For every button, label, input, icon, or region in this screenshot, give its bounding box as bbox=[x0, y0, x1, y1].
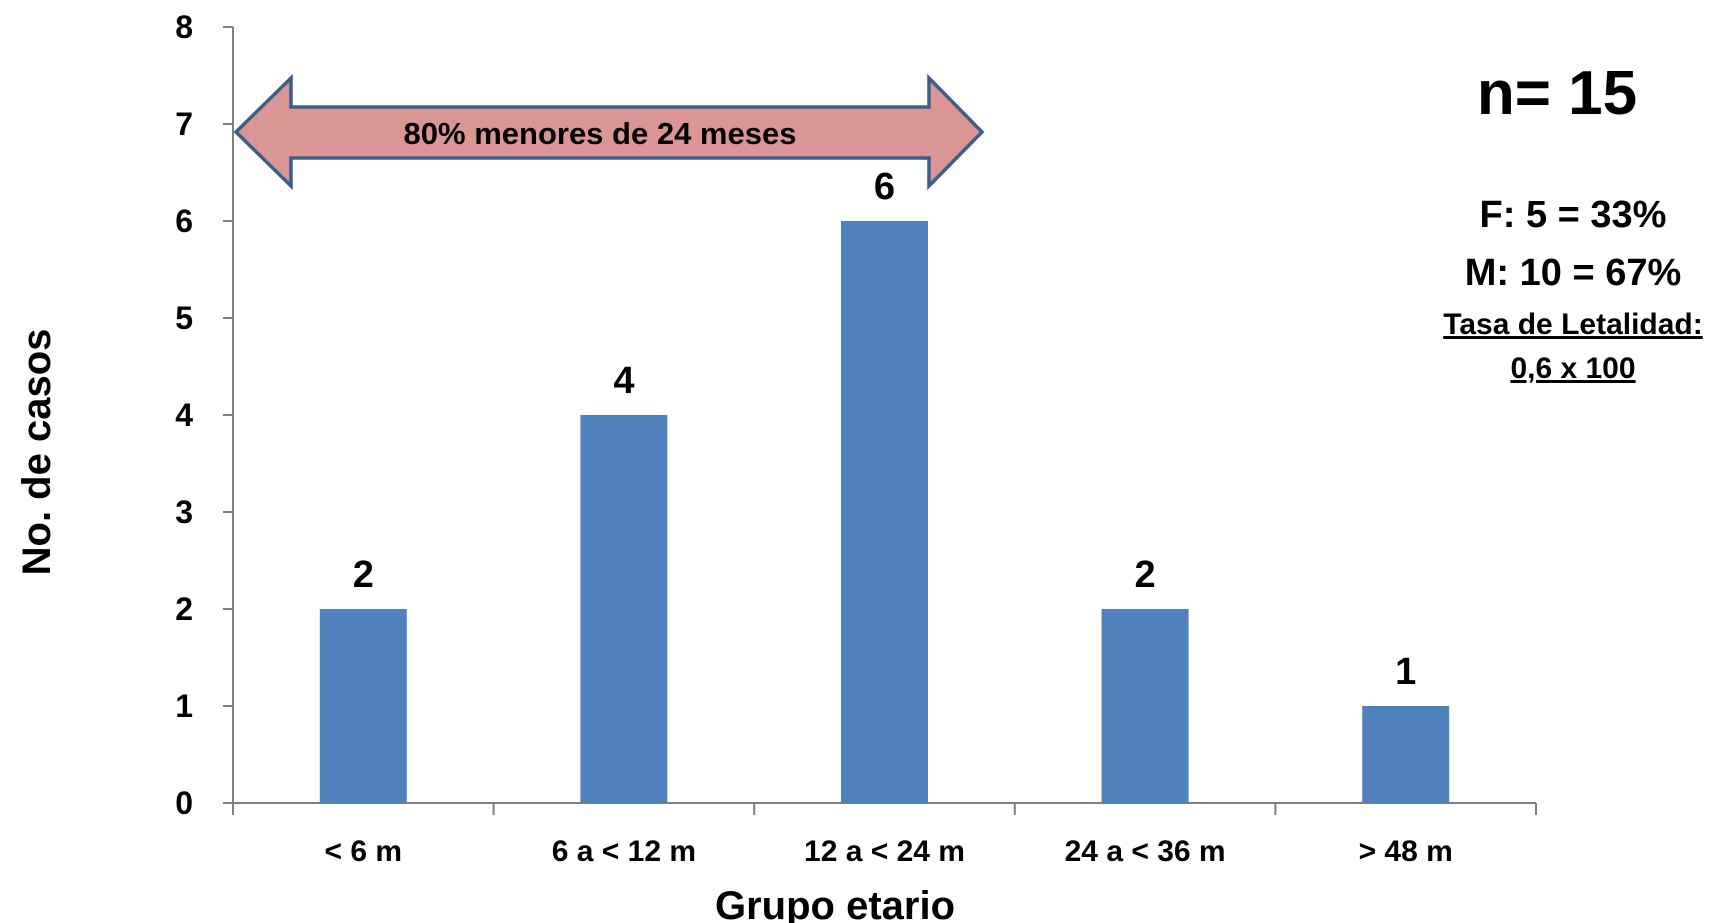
bar bbox=[1362, 706, 1450, 803]
x-ticks: < 6 m 6 a < 12 m 12 a < 24 m 24 a < 36 m > 4… bbox=[232, 803, 1537, 868]
male-stat: M: 10 = 67% bbox=[1465, 252, 1682, 294]
y-ticks: 0 1 2 3 4 5 6 7 8 bbox=[175, 9, 233, 821]
y-tick-label: 5 bbox=[175, 300, 193, 336]
data-labels: 2 4 6 2 1 bbox=[353, 166, 1417, 693]
y-tick-label: 2 bbox=[175, 591, 193, 627]
double-arrow-shape bbox=[233, 73, 985, 191]
data-label: 2 bbox=[1135, 554, 1156, 596]
y-tick-label: 6 bbox=[175, 203, 193, 239]
bar bbox=[1101, 609, 1189, 803]
data-label: 2 bbox=[353, 554, 374, 596]
x-axis-title: Grupo etario bbox=[715, 884, 955, 923]
x-tick-label: 24 a < 36 m bbox=[1065, 835, 1226, 868]
sample-size-label: n= 15 bbox=[1477, 59, 1637, 128]
letalidad-value: 0,6 x 100 bbox=[1510, 352, 1635, 385]
female-stat: F: 5 = 33% bbox=[1480, 194, 1667, 236]
bar bbox=[319, 609, 407, 803]
bar bbox=[841, 221, 928, 803]
x-tick-label: 12 a < 24 m bbox=[804, 835, 965, 868]
bars bbox=[319, 221, 1450, 803]
y-axis-title: No. de casos bbox=[15, 329, 59, 576]
y-tick-label: 8 bbox=[175, 9, 193, 45]
y-tick-label: 7 bbox=[175, 106, 193, 142]
data-label: 6 bbox=[874, 166, 895, 208]
letalidad-label: Tasa de Letalidad: bbox=[1443, 308, 1703, 341]
y-tick-label: 0 bbox=[175, 785, 193, 821]
arrow-label: 80% menores de 24 meses bbox=[404, 116, 797, 151]
data-label: 4 bbox=[613, 360, 634, 402]
data-label: 1 bbox=[1395, 651, 1416, 693]
bar bbox=[580, 415, 668, 803]
y-tick-label: 4 bbox=[175, 397, 193, 433]
x-tick-label: > 48 m bbox=[1359, 835, 1453, 868]
x-tick-label: < 6 m bbox=[325, 835, 403, 868]
age-range-arrow: 80% menores de 24 meses bbox=[233, 73, 985, 191]
x-tick-label: 6 a < 12 m bbox=[552, 835, 696, 868]
y-tick-label: 1 bbox=[175, 688, 193, 724]
y-tick-label: 3 bbox=[175, 494, 193, 530]
